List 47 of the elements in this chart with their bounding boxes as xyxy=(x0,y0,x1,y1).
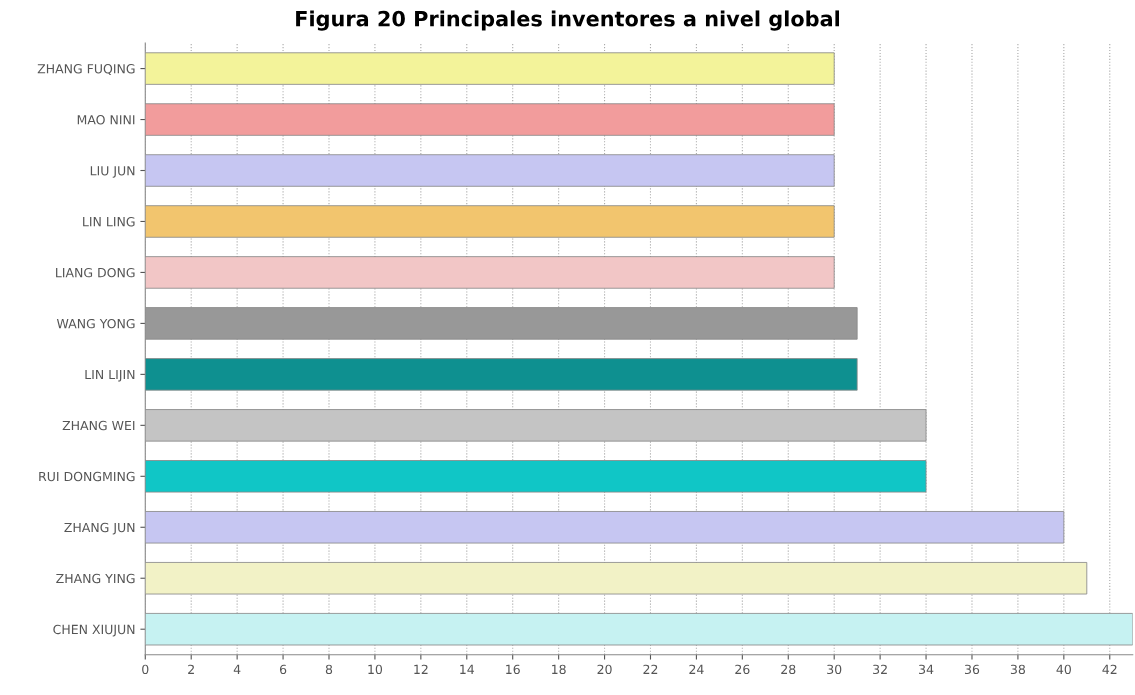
x-tick-label: 8 xyxy=(325,664,333,675)
y-tick-label: RUI DONGMING xyxy=(39,471,135,482)
x-tick-label: 30 xyxy=(827,664,842,675)
bar xyxy=(145,154,835,187)
x-tick-label: 2 xyxy=(188,664,194,674)
y-tick-label: LIANG DONG xyxy=(56,267,135,278)
x-tick-label: 42 xyxy=(1102,664,1117,674)
x-tick-label: 0 xyxy=(142,664,149,675)
x-tick-label: 40 xyxy=(1056,664,1071,675)
x-tick-label: 14 xyxy=(460,664,475,674)
x-tick-label: 16 xyxy=(506,664,520,675)
x-tick-label: 22 xyxy=(643,664,658,674)
x-tick-label: 20 xyxy=(597,664,612,675)
x-tick-label: 4 xyxy=(233,664,241,674)
x-tick-label: 34 xyxy=(919,664,934,675)
x-tick-label: 38 xyxy=(1010,664,1026,675)
y-tick-label: LIU JUN xyxy=(90,166,135,178)
bar xyxy=(145,52,835,85)
bar xyxy=(145,612,1133,646)
x-tick-label: 6 xyxy=(279,664,287,675)
y-tick-label: CHEN XIUJUN xyxy=(53,624,135,637)
x-tick-label: 18 xyxy=(552,664,566,675)
x-tick-label: 26 xyxy=(735,664,750,675)
bar xyxy=(145,256,835,289)
y-tick-label: LIN LING xyxy=(83,216,135,227)
bar xyxy=(145,409,927,442)
bar xyxy=(145,511,1065,544)
x-tick-label: 24 xyxy=(689,664,704,674)
y-tick-label: WANG YONG xyxy=(56,318,135,329)
y-tick-label: ZHANG WEI xyxy=(62,420,135,431)
y-tick-label: ZHANG YING xyxy=(56,573,135,584)
y-tick-label: MAO NINI xyxy=(77,115,135,125)
bar xyxy=(145,460,927,493)
y-tick-label: LIN LIJIN xyxy=(85,370,135,382)
x-tick-label: 10 xyxy=(368,664,383,675)
bar xyxy=(145,205,835,238)
x-tick-label: 32 xyxy=(873,664,887,675)
bar xyxy=(145,562,1088,595)
bar xyxy=(145,358,858,391)
bar xyxy=(145,103,835,136)
x-tick-label: 12 xyxy=(414,664,428,674)
y-tick-label: ZHANG JUN xyxy=(64,522,135,535)
chart-title: Figura 20 Principales inventores a nivel global xyxy=(296,10,840,31)
bar xyxy=(145,307,858,340)
y-tick-label: ZHANG FUQING xyxy=(37,64,135,75)
x-tick-label: 28 xyxy=(781,664,796,675)
x-tick-label: 36 xyxy=(964,664,980,675)
